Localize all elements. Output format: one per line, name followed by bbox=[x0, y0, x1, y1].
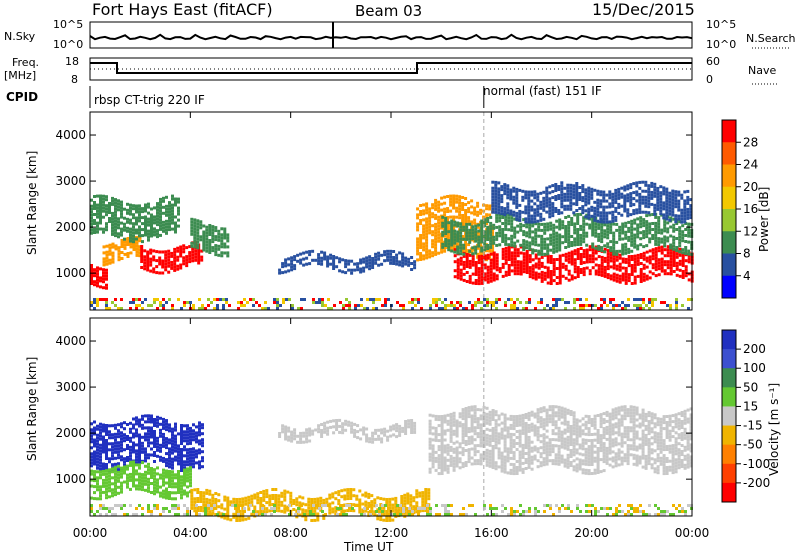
vel-data-region-0 bbox=[90, 414, 204, 473]
colorbar-tick-label: 100 bbox=[743, 361, 766, 375]
y-tick-label: 3000 bbox=[55, 380, 86, 394]
beam-label: Beam 03 bbox=[355, 2, 423, 20]
colorbar-tick-label: 200 bbox=[743, 342, 766, 356]
x-tick-label: 04:00 bbox=[173, 526, 208, 540]
date-label: 15/Dec/2015 bbox=[592, 0, 695, 19]
power-data-near-range-scatter bbox=[90, 298, 693, 310]
cpid-label: CPID bbox=[6, 90, 38, 104]
colorbar-swatch bbox=[722, 231, 736, 254]
velocity-panel bbox=[89, 317, 693, 522]
freq-tick-bottom: 8 bbox=[71, 73, 78, 86]
x-tick-label: 12:00 bbox=[374, 526, 409, 540]
colorbar-tick-label: -50 bbox=[743, 438, 763, 452]
nave-tick-top: 60 bbox=[706, 55, 720, 68]
noise-panel: N.Sky 10^5 10^0 10^5 10^0 N.Search bbox=[4, 18, 796, 51]
power-data-region-7 bbox=[453, 245, 694, 286]
colorbar-swatch bbox=[722, 253, 736, 277]
y-tick-label: 4000 bbox=[55, 128, 86, 142]
x-tick-label: 00:00 bbox=[675, 526, 710, 540]
vel-data-near-range-scatter bbox=[90, 504, 693, 516]
colorbar-swatch bbox=[722, 463, 736, 484]
freq-panel: Freq. [MHz] 18 8 60 0 Nave bbox=[4, 55, 778, 86]
freq-tick-top: 18 bbox=[65, 55, 79, 68]
plot-title: Fort Hays East (fitACF) bbox=[92, 0, 273, 19]
power-colorbar: 28 24 20 16 12 8 4 Power [dB] bbox=[721, 119, 771, 299]
colorbar-tick-label: 15 bbox=[743, 399, 758, 413]
freq-label-2: [MHz] bbox=[4, 69, 36, 82]
noise-left-tick-top: 10^5 bbox=[53, 18, 83, 31]
colorbar-tick-label: 24 bbox=[743, 158, 758, 172]
colorbar-swatch bbox=[722, 387, 736, 407]
colorbar-tick-label: -100 bbox=[743, 457, 770, 471]
colorbar-tick-label: 8 bbox=[743, 247, 751, 261]
velocity-colorbar-label: Velocity [m s⁻¹] bbox=[767, 383, 781, 476]
noise-left-tick-bottom: 10^0 bbox=[53, 38, 83, 51]
colorbar-swatch bbox=[722, 349, 736, 369]
colorbar-tick-label: 12 bbox=[743, 224, 758, 238]
power-panel bbox=[89, 111, 694, 311]
y-tick-label: 2000 bbox=[55, 426, 86, 440]
vel-data-region-3 bbox=[278, 418, 417, 444]
power-colorbar-label: Power [dB] bbox=[757, 187, 771, 252]
vel-data-region-4 bbox=[428, 405, 693, 476]
y-tick-label: 1000 bbox=[55, 472, 86, 486]
power-data-region-4 bbox=[90, 194, 180, 244]
colorbar-swatch bbox=[722, 275, 736, 299]
y-axis-label: Slant Range [km] bbox=[25, 357, 39, 461]
colorbar-swatch bbox=[722, 120, 736, 143]
y-tick-label: 1000 bbox=[55, 266, 86, 280]
colorbar-swatch bbox=[722, 186, 736, 210]
colorbar-tick-label: 4 bbox=[743, 269, 751, 283]
colorbar-tick-label: -15 bbox=[743, 419, 763, 433]
noise-right-tick-top: 10^5 bbox=[706, 18, 736, 31]
y-tick-label: 3000 bbox=[55, 174, 86, 188]
y-tick-label: 2000 bbox=[55, 220, 86, 234]
colorbar-swatch bbox=[722, 425, 736, 446]
cpid-mode-1: rbsp CT-trig 220 IF bbox=[94, 93, 205, 107]
velocity-colorbar: 200 100 50 15 -15 -50 -100 -200 Velocity [m s⁻¹… bbox=[721, 329, 781, 503]
colorbar-swatch bbox=[722, 482, 736, 503]
colorbar-tick-label: -200 bbox=[743, 476, 770, 490]
x-tick-label: 16:00 bbox=[474, 526, 509, 540]
colorbar-swatch bbox=[722, 209, 736, 232]
cpid-panel: CPID rbsp CT-trig 220 IF normal (fast) 1… bbox=[6, 84, 602, 108]
colorbar-swatch bbox=[722, 164, 736, 188]
colorbar-swatch bbox=[722, 142, 736, 165]
vel-data-region-1 bbox=[90, 460, 192, 501]
noise-right-tick-bottom: 10^0 bbox=[706, 38, 736, 51]
noise-left-label: N.Sky bbox=[4, 30, 36, 43]
x-tick-label: 20:00 bbox=[574, 526, 609, 540]
colorbar-swatch bbox=[722, 406, 736, 427]
colorbar-tick-label: 16 bbox=[743, 202, 758, 216]
power-data-region-1 bbox=[102, 235, 142, 267]
colorbar-tick-label: 20 bbox=[743, 180, 758, 194]
x-tick-label: 00:00 bbox=[73, 526, 108, 540]
noise-right-label: N.Search bbox=[746, 32, 796, 45]
colorbar-tick-label: 28 bbox=[743, 135, 758, 149]
freq-line bbox=[90, 62, 692, 74]
x-axis-label: Time UT bbox=[343, 540, 394, 554]
power-data-region-5 bbox=[278, 249, 417, 275]
colorbar-swatch bbox=[722, 368, 736, 388]
colorbar-tick-label: 50 bbox=[743, 380, 758, 394]
freq-label-1: Freq. bbox=[12, 56, 39, 69]
nave-tick-bottom: 0 bbox=[706, 73, 713, 86]
colorbar-swatch bbox=[722, 330, 736, 350]
power-data-region-0 bbox=[90, 264, 108, 290]
y-tick-label: 4000 bbox=[55, 334, 86, 348]
power-data-region-9 bbox=[491, 180, 693, 224]
power-data-region-3 bbox=[190, 217, 230, 258]
x-tick-label: 08:00 bbox=[273, 526, 308, 540]
cpid-mode-2: normal (fast) 151 IF bbox=[483, 84, 602, 98]
colorbar-swatch bbox=[722, 444, 736, 465]
y-axis-label: Slant Range [km] bbox=[25, 151, 39, 255]
nave-label: Nave bbox=[748, 64, 776, 77]
